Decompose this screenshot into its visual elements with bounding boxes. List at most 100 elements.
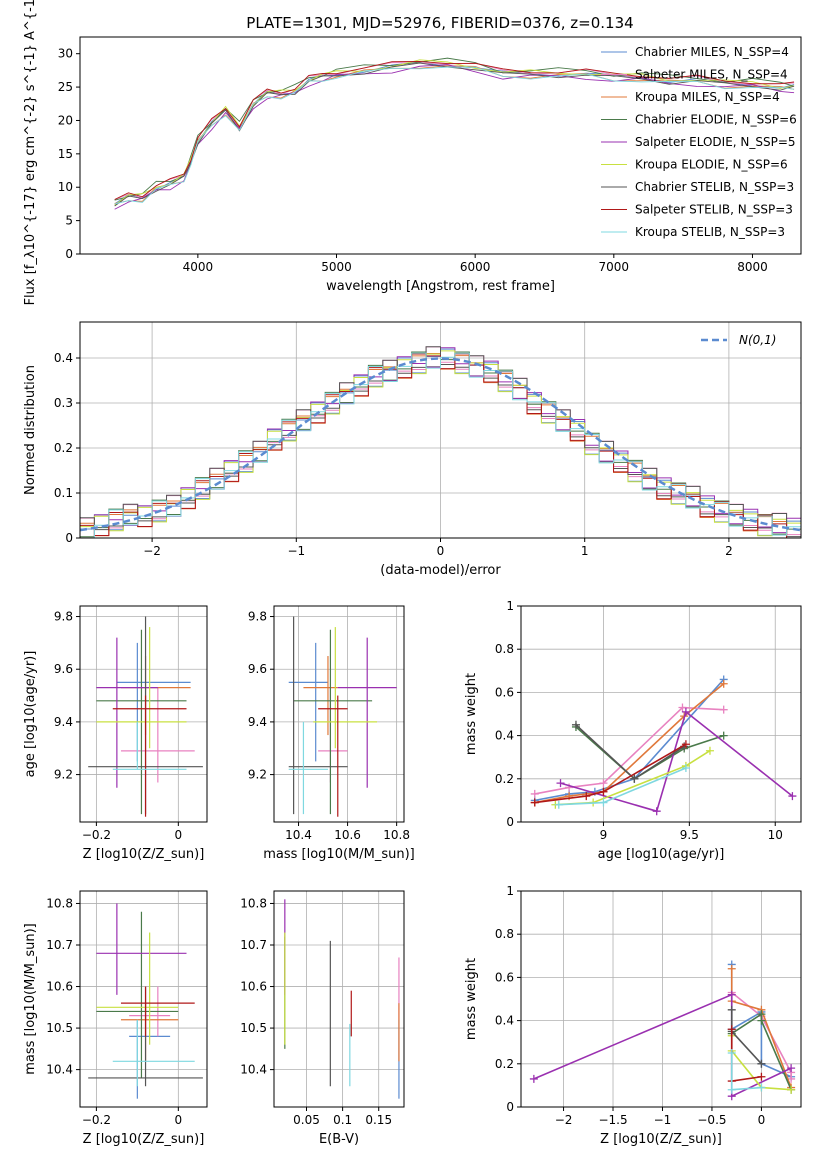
weight-point-salpeter_stelib bbox=[727, 1025, 736, 1034]
weight-line-kroupa_miles bbox=[730, 968, 792, 1088]
weight-point-salpeter_elodie bbox=[556, 779, 565, 788]
y-tick-label: 0 bbox=[65, 247, 73, 261]
y-tick-label: 0.6 bbox=[495, 970, 514, 984]
y-tick-label: 10.5 bbox=[46, 1021, 73, 1035]
weight-point-salpeter_stelib bbox=[757, 1072, 766, 1081]
x-tick-label: 5000 bbox=[321, 260, 352, 274]
weight-point-salpeter_miles bbox=[678, 703, 687, 712]
y-tick-label: 10.7 bbox=[46, 938, 73, 952]
plot-area bbox=[530, 675, 797, 816]
legend-label: Chabrier ELODIE, N_SSP=6 bbox=[635, 113, 797, 127]
x-axis-label: E(B-V) bbox=[319, 1132, 359, 1147]
weight-point-salpeter_elodie bbox=[529, 1074, 538, 1083]
x-tick-label: 0 bbox=[175, 828, 183, 842]
legend-label: Salpeter MILES, N_SSP=4 bbox=[635, 68, 788, 82]
y-axis-label: Flux [f_λ10^{-17} erg cm^{-2} s^{-1} A^{… bbox=[23, 0, 38, 305]
weight-point-kroupa_elodie bbox=[787, 1085, 796, 1094]
spectrum-line-kroupa_elodie bbox=[114, 59, 795, 206]
y-tick-label: 5 bbox=[65, 214, 73, 228]
x-axis-label: Z [log10(Z/Z_sun)] bbox=[600, 1132, 722, 1147]
axes-frame bbox=[79, 36, 802, 255]
y-tick-label: 25 bbox=[58, 80, 73, 94]
legend-label: Kroupa MILES, N_SSP=4 bbox=[635, 90, 780, 104]
axes-frame bbox=[520, 605, 802, 823]
weight-point-kroupa_stelib bbox=[727, 1049, 736, 1057]
weight-line-chabrier_elodie bbox=[575, 726, 724, 780]
y-tick-label: 0.2 bbox=[54, 441, 73, 455]
weight-point-salpeter_miles bbox=[530, 789, 539, 798]
x-tick-label: 1 bbox=[581, 544, 589, 558]
weight-point-kroupa_miles bbox=[719, 679, 728, 688]
weight-point-salpeter_stelib bbox=[582, 792, 591, 801]
x-tick-label: −1.5 bbox=[598, 1113, 627, 1127]
x-tick-label: 10.6 bbox=[334, 828, 361, 842]
panel-weight_vs_z: −2 −1.5 −1 −0.5 0 0 0.2 0.4 0.6 0.8 1 Z [log10(Z/Z_… bbox=[464, 884, 802, 1147]
y-tick-label: 9.8 bbox=[54, 610, 73, 624]
x-tick-label: 4000 bbox=[183, 260, 214, 274]
weight-point-salpeter_stelib bbox=[530, 798, 539, 807]
x-tick-label: 10.4 bbox=[285, 828, 312, 842]
legend-label: Salpeter STELIB, N_SSP=3 bbox=[635, 203, 793, 217]
legend-label: Kroupa ELODIE, N_SSP=6 bbox=[635, 158, 788, 172]
axes-frame bbox=[79, 890, 208, 1108]
y-tick-label: 0.6 bbox=[495, 685, 514, 699]
panel-mass_vs_ebv: 0.05 0.1 0.15 10.4 10.5 10.6 10.7 10.8 E(B-V) bbox=[240, 890, 405, 1147]
x-tick-label: 0 bbox=[758, 1113, 766, 1127]
x-tick-label: −0.2 bbox=[82, 828, 111, 842]
y-tick-label: 9.4 bbox=[248, 715, 267, 729]
panel-age_vs_mass: 10.4 10.6 10.8 9.2 9.4 9.6 9.8 mass [log10(M/M_… bbox=[248, 605, 415, 862]
weight-point-kroupa_miles bbox=[727, 964, 736, 973]
axes-frame bbox=[273, 890, 405, 1108]
y-tick-label: 10.5 bbox=[240, 1021, 267, 1035]
y-tick-label: 10.8 bbox=[240, 896, 267, 910]
plot-area bbox=[288, 616, 397, 817]
x-tick-label: 10 bbox=[768, 828, 783, 842]
y-tick-label: 0 bbox=[65, 531, 73, 545]
weight-point-kroupa_elodie bbox=[705, 746, 714, 755]
x-tick-label: −2 bbox=[555, 1113, 573, 1127]
weight-point-kroupa_stelib bbox=[554, 800, 563, 809]
x-tick-label: −2 bbox=[143, 544, 161, 558]
y-tick-label: 10.4 bbox=[46, 1063, 73, 1077]
spectrum-line-kroupa_stelib bbox=[114, 66, 795, 205]
x-tick-label: 9.5 bbox=[680, 828, 699, 842]
y-axis-label: age [log10(age/yr)] bbox=[23, 651, 38, 778]
y-tick-label: 10.8 bbox=[46, 896, 73, 910]
y-tick-label: 9.6 bbox=[54, 662, 73, 676]
x-axis-label: mass [log10(M/M_sun)] bbox=[263, 847, 415, 862]
weight-point-salpeter_stelib bbox=[599, 787, 608, 796]
x-tick-label: 0.15 bbox=[365, 1113, 392, 1127]
plot-area bbox=[114, 57, 795, 210]
weight-point-kroupa_stelib bbox=[757, 1083, 766, 1092]
weight-point-salpeter_stelib bbox=[681, 740, 690, 749]
weight-point-salpeter_elodie bbox=[787, 1064, 796, 1073]
weight-line-salpeter_stelib bbox=[534, 743, 687, 804]
weight-point-salpeter_miles bbox=[719, 705, 728, 714]
y-tick-label: 10.7 bbox=[240, 938, 267, 952]
x-axis-label: Z [log10(Z/Z_sun)] bbox=[83, 1132, 205, 1147]
x-tick-label: 0 bbox=[437, 544, 445, 558]
y-axis-label: mass [log10(M/M_sun)] bbox=[23, 923, 38, 1075]
x-axis-label: Z [log10(Z/Z_sun)] bbox=[83, 847, 205, 862]
hist-step-kroupa_stelib bbox=[80, 352, 801, 539]
weight-point-chabrier_stelib bbox=[630, 774, 639, 783]
figure-title: PLATE=1301, MJD=52976, FIBERID=0376, z=0… bbox=[246, 14, 633, 32]
x-tick-label: 2 bbox=[725, 544, 733, 558]
y-tick-label: 15 bbox=[58, 147, 73, 161]
weight-point-salpeter_miles bbox=[599, 779, 608, 788]
plot-area bbox=[88, 616, 203, 817]
y-tick-label: 9.6 bbox=[248, 662, 267, 676]
spectrum-line-chabrier_stelib bbox=[114, 62, 795, 207]
weight-point-chabrier_elodie bbox=[719, 731, 728, 740]
weight-point-kroupa_stelib bbox=[727, 1085, 736, 1094]
y-axis-label: mass weight bbox=[464, 673, 479, 755]
axes-frame bbox=[273, 605, 405, 823]
axes-frame bbox=[79, 605, 208, 823]
y-tick-label: 10.6 bbox=[240, 980, 267, 994]
y-axis-label: mass weight bbox=[464, 958, 479, 1040]
x-axis-label: (data-model)/error bbox=[380, 563, 501, 578]
x-tick-label: 6000 bbox=[460, 260, 491, 274]
plot-area bbox=[529, 960, 796, 1101]
weight-line-salpeter_elodie bbox=[560, 710, 793, 813]
x-tick-label: 9 bbox=[600, 828, 608, 842]
